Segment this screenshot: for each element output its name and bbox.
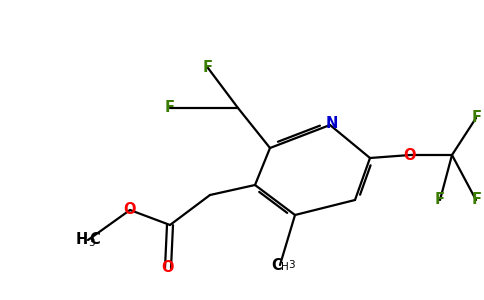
Text: H: H: [76, 232, 88, 247]
Text: 3: 3: [88, 238, 95, 248]
Text: O: O: [124, 202, 136, 217]
Text: O: O: [162, 260, 174, 275]
Text: F: F: [472, 110, 482, 125]
Text: N: N: [326, 116, 338, 130]
Text: H: H: [281, 262, 289, 272]
Text: F: F: [165, 100, 175, 116]
Text: F: F: [472, 193, 482, 208]
Text: 3: 3: [287, 260, 294, 270]
Text: F: F: [203, 59, 213, 74]
Text: C: C: [90, 232, 100, 247]
Text: O: O: [404, 148, 416, 163]
Text: F: F: [435, 193, 445, 208]
Text: C: C: [272, 257, 282, 272]
